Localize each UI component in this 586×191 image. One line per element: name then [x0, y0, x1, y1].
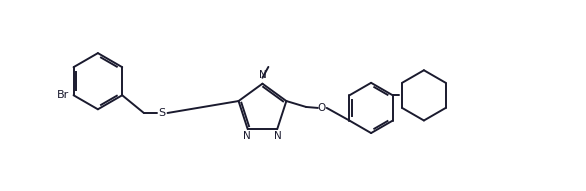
- Text: Br: Br: [57, 90, 70, 100]
- Text: O: O: [318, 103, 326, 113]
- Text: N: N: [274, 131, 282, 141]
- Text: S: S: [158, 108, 165, 118]
- Text: N: N: [243, 131, 251, 141]
- Text: N: N: [258, 70, 266, 80]
